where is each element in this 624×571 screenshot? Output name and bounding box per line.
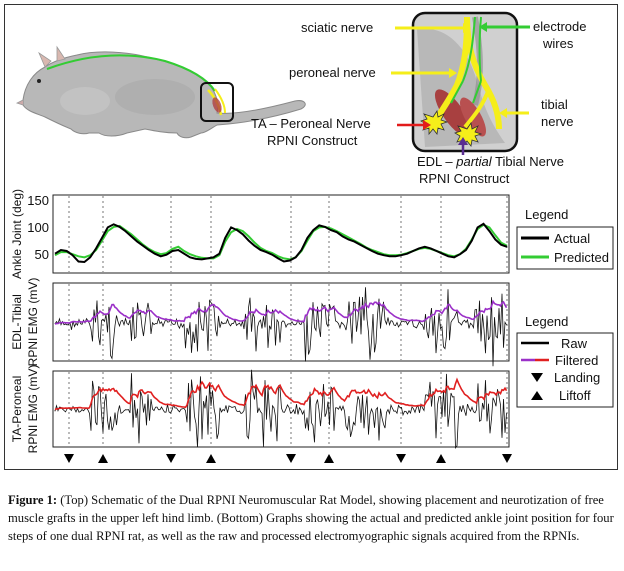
electrode-wires-label-2: wires: [542, 36, 574, 51]
ankle-y-label: Ankle Joint (deg): [10, 189, 24, 279]
liftoff-triangle-icon: [531, 391, 543, 400]
emg-legend-box: [516, 332, 614, 408]
caption-label: Figure 1:: [8, 493, 58, 507]
ytick-150: 150: [27, 193, 49, 208]
ta-y-label: TA-Peroneal: [10, 376, 24, 442]
landing-marker: [166, 454, 176, 463]
ankle-y-axis: 150 100 50: [27, 193, 49, 262]
edl-filtered-emg-trace: [54, 299, 508, 325]
legend-filtered-label: Filtered: [555, 353, 598, 368]
ankle-legend-box: [516, 226, 614, 270]
ta-y-label-2: RPNI EMG (mV): [26, 365, 40, 454]
caption-text: (Top) Schematic of the Dual RPNI Neuromu…: [8, 493, 614, 543]
landing-marker: [286, 454, 296, 463]
liftoff-marker: [324, 454, 334, 463]
sciatic-nerve-label: sciatic nerve: [301, 20, 373, 35]
ta-filtered-emg-trace: [54, 377, 508, 411]
ta-graft-starburst: [420, 109, 449, 136]
ta-plot-frame: [52, 370, 510, 448]
emg-legend-title: Legend: [525, 314, 568, 329]
ytick-100: 100: [27, 220, 49, 235]
edl-rpni-label-2: RPNI Construct: [419, 171, 510, 186]
inset-zoom: [411, 11, 519, 153]
figure-caption: Figure 1: (Top) Schematic of the Dual RP…: [8, 491, 618, 545]
liftoff-marker: [98, 454, 108, 463]
ankle-legend-title: Legend: [525, 207, 568, 222]
landing-marker: [502, 454, 512, 463]
event-lines: [68, 196, 508, 446]
legend-raw-label: Raw: [561, 336, 588, 351]
liftoff-marker: [206, 454, 216, 463]
edl-y-label-2: RPNI EMG (mV): [26, 278, 40, 367]
event-markers: [64, 454, 512, 463]
ta-raw-emg-trace: [54, 369, 507, 449]
series-actual-line: [54, 222, 508, 264]
tibial-nerve-label: tibial: [541, 97, 568, 112]
electrode-wires-label: electrode: [533, 19, 586, 34]
inset-locator-box: [200, 82, 234, 122]
ta-rpni-label-2: RPNI Construct: [267, 133, 358, 148]
peroneal-nerve-label: peroneal nerve: [289, 65, 376, 80]
liftoff-marker: [436, 454, 446, 463]
tibial-nerve-label-2: nerve: [541, 114, 574, 129]
edl-y-label: EDL-Tibial: [10, 294, 24, 350]
ytick-50: 50: [35, 247, 49, 262]
legend-predicted-label: Predicted: [554, 250, 609, 265]
landing-marker: [396, 454, 406, 463]
ta-rpni-label: TA – Peroneal Nerve: [251, 116, 371, 131]
rat-illustration: [15, 45, 306, 139]
legend-actual-label: Actual: [554, 231, 590, 246]
legend-liftoff-label: Liftoff: [559, 388, 591, 403]
landing-triangle-icon: [531, 373, 543, 382]
edl-raw-emg-trace: [54, 287, 507, 367]
edl-rpni-label: EDL – partial Tibial Nerve: [417, 154, 564, 169]
legend-landing-label: Landing: [554, 370, 600, 385]
landing-marker: [64, 454, 74, 463]
figure-frame: sciatic nerve electrode wires peroneal n…: [4, 4, 618, 470]
